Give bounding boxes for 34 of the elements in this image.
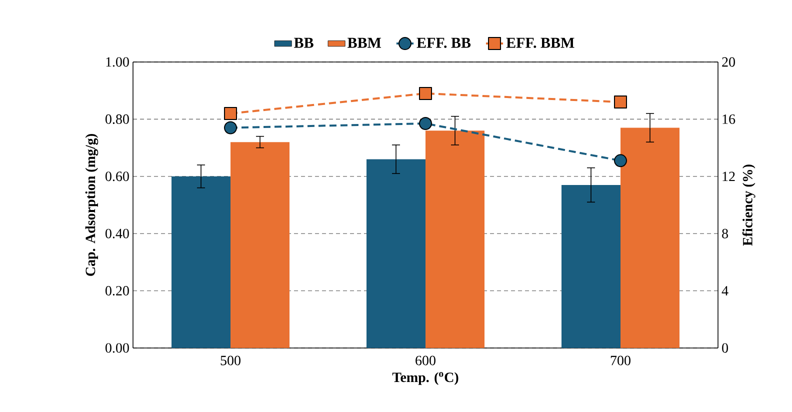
point	[614, 96, 627, 109]
bar	[366, 159, 426, 348]
bar	[230, 142, 290, 348]
legend-label: BB	[294, 38, 314, 48]
y2-tick-label: 4	[722, 286, 728, 296]
point	[419, 86, 432, 100]
legend-label: EFF. BBM	[506, 38, 574, 48]
y-tick-label: 0.60	[106, 172, 129, 182]
bar	[426, 130, 485, 348]
bar	[172, 176, 231, 348]
bar	[620, 128, 680, 348]
y-tick-label: 0.40	[106, 228, 129, 238]
y2-axis-title: Eficiency (%)	[742, 164, 756, 246]
y2-tick-label: 16	[722, 114, 736, 124]
x-tick-label: 500	[220, 356, 240, 366]
y2-tick-label: 12	[722, 172, 735, 182]
x-axis-title: Temp. ($^{o}$C)	[392, 372, 458, 385]
y-tick-label: 0.00	[106, 343, 129, 353]
legend-label: EFF. BB	[416, 38, 471, 48]
y-axis-title: Cap. Adsorption (mg/g)	[85, 134, 98, 276]
point	[224, 121, 238, 134]
y2-tick-label: 0	[722, 343, 728, 353]
y-tick-label: 0.20	[106, 286, 129, 296]
y2-tick-label: 8	[722, 228, 728, 238]
y2-tick-label: 20	[722, 57, 735, 67]
point	[614, 154, 627, 168]
y-tick-label: 0.80	[106, 114, 129, 124]
point	[224, 106, 238, 120]
point	[419, 116, 432, 130]
legend-label: BBM	[348, 38, 382, 48]
bar	[562, 184, 620, 348]
x-tick-label: 700	[610, 356, 630, 366]
y-tick-label: 1.00	[106, 57, 129, 67]
x-tick-label: 600	[416, 356, 436, 366]
